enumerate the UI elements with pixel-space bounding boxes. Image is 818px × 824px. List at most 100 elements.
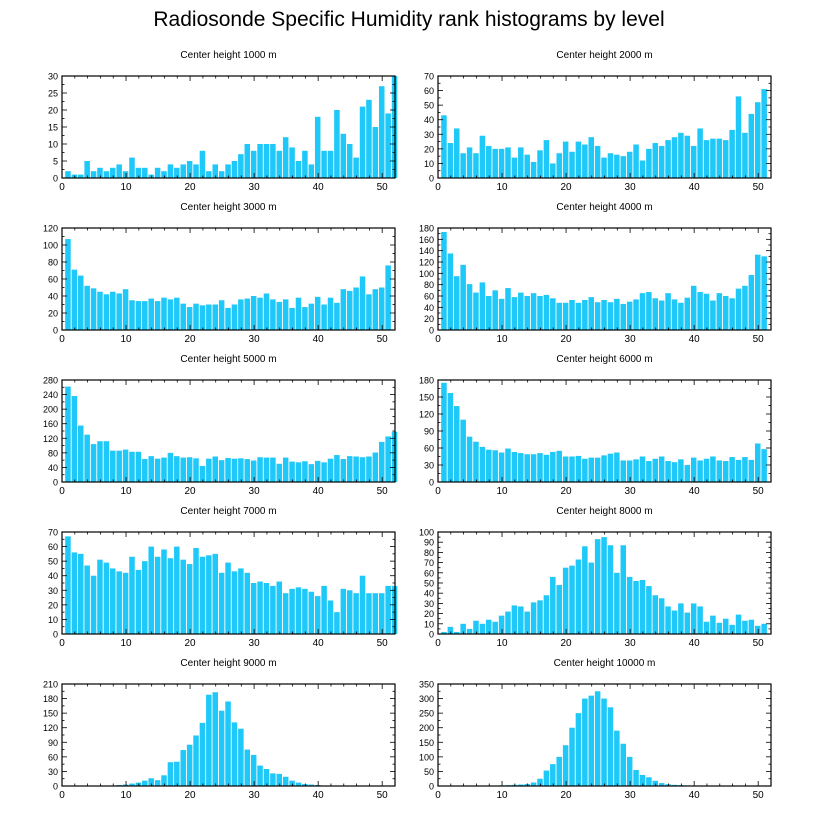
histogram-bar — [511, 605, 518, 634]
histogram-bar — [524, 783, 530, 786]
histogram-bar — [276, 301, 283, 330]
histogram-bar — [466, 628, 473, 634]
histogram-bar — [116, 571, 122, 634]
histogram-bar — [498, 148, 505, 178]
y-tick-label: 100 — [419, 269, 434, 279]
histogram-bar — [186, 307, 193, 330]
histogram-bar — [71, 174, 78, 178]
histogram-bar — [594, 302, 601, 330]
histogram-bar — [359, 575, 366, 634]
y-tick-label: 120 — [43, 434, 58, 444]
y-tick-label: 15 — [48, 123, 58, 133]
x-tick-label: 50 — [377, 638, 389, 649]
y-tick-label: 90 — [424, 538, 434, 548]
histogram-bar — [633, 580, 639, 634]
x-tick-label: 20 — [561, 486, 573, 497]
histogram-bar — [626, 460, 633, 482]
histogram-bar — [250, 754, 257, 786]
y-tick-label: 140 — [419, 246, 434, 256]
histogram-bar — [479, 135, 486, 178]
histogram-bar — [460, 264, 466, 330]
histogram-bar — [366, 294, 372, 330]
histogram-bar — [206, 555, 212, 634]
x-tick-label: 0 — [59, 790, 65, 801]
x-tick-label: 10 — [120, 182, 132, 193]
histogram-bar — [276, 150, 283, 178]
histogram-bar — [372, 593, 379, 634]
histogram-bar — [308, 303, 315, 330]
histogram-bar — [154, 167, 161, 178]
histogram-bar — [473, 441, 479, 482]
histogram-bar — [646, 461, 652, 482]
histogram-bar — [524, 296, 530, 330]
histogram-bar — [639, 160, 646, 178]
panel-title: Center height 4000 m — [556, 202, 652, 213]
histogram-bar — [135, 782, 142, 786]
y-tick-label: 20 — [48, 106, 58, 116]
histogram-bar — [97, 441, 103, 482]
histogram-bar — [671, 610, 678, 634]
y-tick-label: 5 — [53, 157, 58, 167]
histogram-bar — [129, 556, 135, 634]
y-tick-label: 40 — [48, 571, 58, 581]
histogram-bar — [518, 606, 524, 634]
histogram-bar — [665, 784, 671, 786]
histogram-bar — [562, 141, 569, 178]
y-tick-label: 200 — [43, 405, 58, 415]
histogram-bar — [212, 692, 218, 786]
histogram-bar — [486, 145, 492, 178]
histogram-bar — [225, 562, 231, 634]
y-tick-label: 0 — [53, 326, 58, 336]
y-tick-label: 60 — [424, 568, 434, 578]
y-tick-label: 80 — [48, 448, 58, 458]
histogram-bar — [385, 436, 391, 482]
histogram-bar — [454, 276, 460, 330]
histogram-bar — [282, 299, 289, 330]
y-tick-label: 40 — [424, 303, 434, 313]
histogram-bar — [180, 457, 186, 482]
histogram-bar — [334, 612, 340, 634]
histogram-bar — [588, 562, 594, 634]
histogram-bar — [314, 596, 321, 634]
histogram-bar — [90, 171, 97, 178]
histogram-bar — [340, 588, 347, 634]
x-tick-label: 10 — [496, 182, 508, 193]
panel-title: Center height 6000 m — [556, 354, 652, 365]
histogram-bar — [652, 595, 659, 634]
y-tick-label: 250 — [419, 709, 434, 719]
y-tick-label: 30 — [424, 130, 434, 140]
histogram-bar — [359, 106, 366, 178]
histogram-bar — [582, 144, 588, 178]
histogram-bar — [639, 579, 646, 634]
histogram-bar — [225, 307, 231, 330]
histogram-bar — [167, 164, 174, 178]
histogram-bar — [607, 453, 614, 482]
histogram-bar — [518, 784, 524, 786]
histogram-bar — [742, 457, 748, 482]
histogram-bar — [505, 147, 511, 178]
histogram-bar — [569, 151, 575, 178]
histogram-bar — [142, 561, 148, 634]
y-tick-label: 300 — [419, 694, 434, 704]
histogram-bar — [270, 299, 276, 330]
y-tick-label: 50 — [424, 579, 434, 589]
histogram-bar — [129, 451, 135, 482]
histogram-bar — [543, 140, 550, 178]
histogram-bar — [353, 456, 359, 482]
histogram-bar — [295, 462, 302, 482]
histogram-bar — [334, 455, 340, 482]
histogram-panel-8: Center height 8000 m0 10 20 30 40 50010203040… — [419, 506, 772, 649]
histogram-bar — [129, 783, 135, 786]
histogram-bar — [550, 163, 556, 178]
histogram-bar — [460, 419, 466, 482]
histogram-bar — [148, 456, 154, 482]
histogram-bar — [270, 585, 276, 634]
histogram-bar — [238, 154, 244, 178]
histogram-bar — [353, 157, 359, 178]
histogram-bar — [186, 744, 193, 786]
histogram-bar — [199, 305, 206, 330]
histogram-bar — [678, 132, 684, 178]
histogram-bar — [466, 147, 473, 178]
histogram-bar — [276, 773, 283, 786]
histogram-bar — [690, 457, 697, 482]
